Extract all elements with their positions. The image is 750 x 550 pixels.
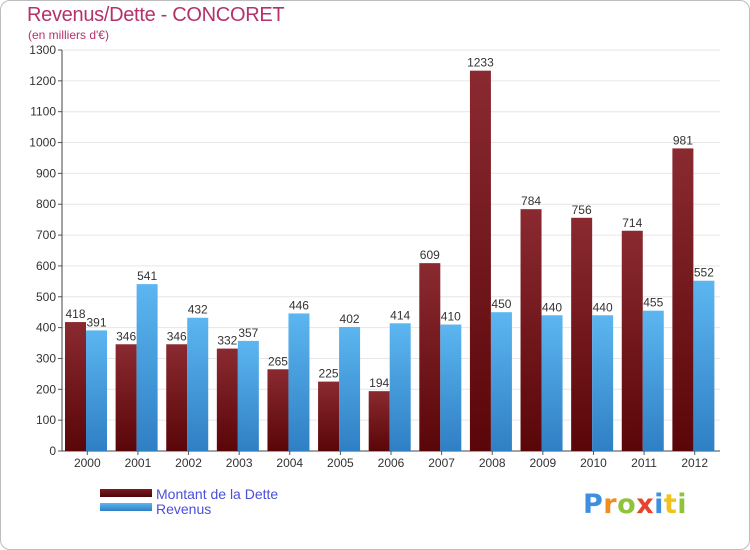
y-tick-label: 1200 <box>29 74 56 88</box>
bar-revenus <box>288 313 310 451</box>
data-label-dette: 265 <box>268 354 288 368</box>
proxiti-logo: Proxiti <box>583 489 687 520</box>
data-label-dette: 332 <box>217 334 237 348</box>
bar-revenus <box>440 324 462 451</box>
y-tick-label: 300 <box>36 351 56 365</box>
logo-letter: o <box>617 489 637 520</box>
data-label-revenus: 414 <box>390 308 410 322</box>
y-tick-label: 600 <box>36 259 56 273</box>
x-tick-label: 2005 <box>327 456 354 470</box>
data-labels: 4183913465413464323323572654462254021944… <box>65 56 714 390</box>
logo-letter: x <box>636 489 655 520</box>
legend-label-dette: Montant de la Dette <box>156 486 279 502</box>
x-tick-label: 2010 <box>580 456 607 470</box>
x-tick-label: 2009 <box>529 456 556 470</box>
data-label-revenus: 450 <box>491 297 511 311</box>
y-tick-label: 0 <box>49 444 56 458</box>
bar-revenus <box>339 326 361 451</box>
data-label-dette: 609 <box>420 248 440 262</box>
y-tick-label: 1300 <box>29 43 56 57</box>
data-label-revenus: 357 <box>238 326 258 340</box>
data-label-dette: 346 <box>116 329 136 343</box>
bar-dette <box>571 217 593 451</box>
logo-letter: i <box>677 489 688 520</box>
y-tick-label: 700 <box>36 228 56 242</box>
bar-dette <box>115 344 137 451</box>
bar-revenus <box>136 284 158 451</box>
bar-revenus <box>86 330 107 451</box>
data-label-revenus: 455 <box>643 296 663 310</box>
bar-dette <box>216 348 238 451</box>
legend-label-revenus: Revenus <box>156 501 212 517</box>
x-tick-label: 2002 <box>175 456 202 470</box>
data-label-dette: 1233 <box>467 56 494 70</box>
bar-dette <box>318 381 340 451</box>
x-tick-label: 2011 <box>631 456 657 470</box>
chart-subtitle: (en milliers d'€) <box>28 28 109 42</box>
data-label-dette: 981 <box>673 133 693 147</box>
x-tick-label: 2001 <box>125 456 152 470</box>
bar-dette <box>419 263 441 451</box>
x-tick-label: 2000 <box>74 456 101 470</box>
legend-swatch-revenus <box>100 503 152 511</box>
bar-dette <box>368 391 390 451</box>
y-tick-label: 400 <box>36 321 56 335</box>
bar-dette <box>672 148 694 451</box>
data-label-dette: 346 <box>167 329 187 343</box>
x-tick-label: 2012 <box>681 456 708 470</box>
bar-revenus <box>187 317 209 451</box>
x-tick-label: 2007 <box>428 456 455 470</box>
data-label-revenus: 391 <box>86 315 106 329</box>
bar-revenus <box>592 315 614 451</box>
bar-dette <box>520 209 542 451</box>
logo-letter: r <box>603 489 618 520</box>
y-tick-label: 500 <box>36 290 56 304</box>
logo-letter: P <box>583 489 604 520</box>
bar-revenus <box>389 323 411 451</box>
bar-revenus <box>490 312 512 451</box>
data-label-dette: 225 <box>319 367 339 381</box>
data-label-revenus: 552 <box>694 266 714 280</box>
bar-revenus <box>693 280 715 451</box>
y-tick-label: 800 <box>36 197 56 211</box>
bar-dette <box>166 344 188 451</box>
data-label-dette: 418 <box>65 307 85 321</box>
data-label-dette: 756 <box>572 203 592 217</box>
bar-dette <box>621 230 643 451</box>
logo-letter: t <box>663 489 678 520</box>
data-label-revenus: 410 <box>441 310 461 324</box>
data-label-dette: 194 <box>369 376 389 390</box>
data-label-revenus: 440 <box>593 300 613 314</box>
data-label-revenus: 432 <box>188 303 208 317</box>
bar-dette <box>267 369 289 451</box>
x-tick-label: 2008 <box>479 456 506 470</box>
bar-dette <box>65 322 86 451</box>
x-tick-label: 2004 <box>276 456 303 470</box>
y-tick-label: 100 <box>36 413 56 427</box>
data-label-revenus: 440 <box>542 300 562 314</box>
y-tick-label: 900 <box>36 166 56 180</box>
data-label-dette: 714 <box>622 216 642 230</box>
x-tick-label: 2006 <box>378 456 405 470</box>
logo-letter: i <box>654 489 664 520</box>
x-tick-label: 2003 <box>226 456 253 470</box>
bar-revenus <box>642 310 664 451</box>
data-label-revenus: 402 <box>340 312 360 326</box>
bar-revenus <box>541 315 563 451</box>
chart-title: Revenus/Dette - CONCORET <box>27 4 285 26</box>
y-tick-label: 200 <box>36 382 56 396</box>
y-tick-label: 1100 <box>30 105 56 119</box>
data-label-revenus: 446 <box>289 298 309 312</box>
data-label-dette: 784 <box>521 194 541 208</box>
legend-swatch-dette <box>100 489 152 497</box>
bar-revenus <box>237 340 259 451</box>
bars <box>65 70 715 451</box>
data-label-revenus: 541 <box>137 269 157 283</box>
y-tick-label: 1000 <box>29 136 56 150</box>
bar-dette <box>469 70 491 451</box>
